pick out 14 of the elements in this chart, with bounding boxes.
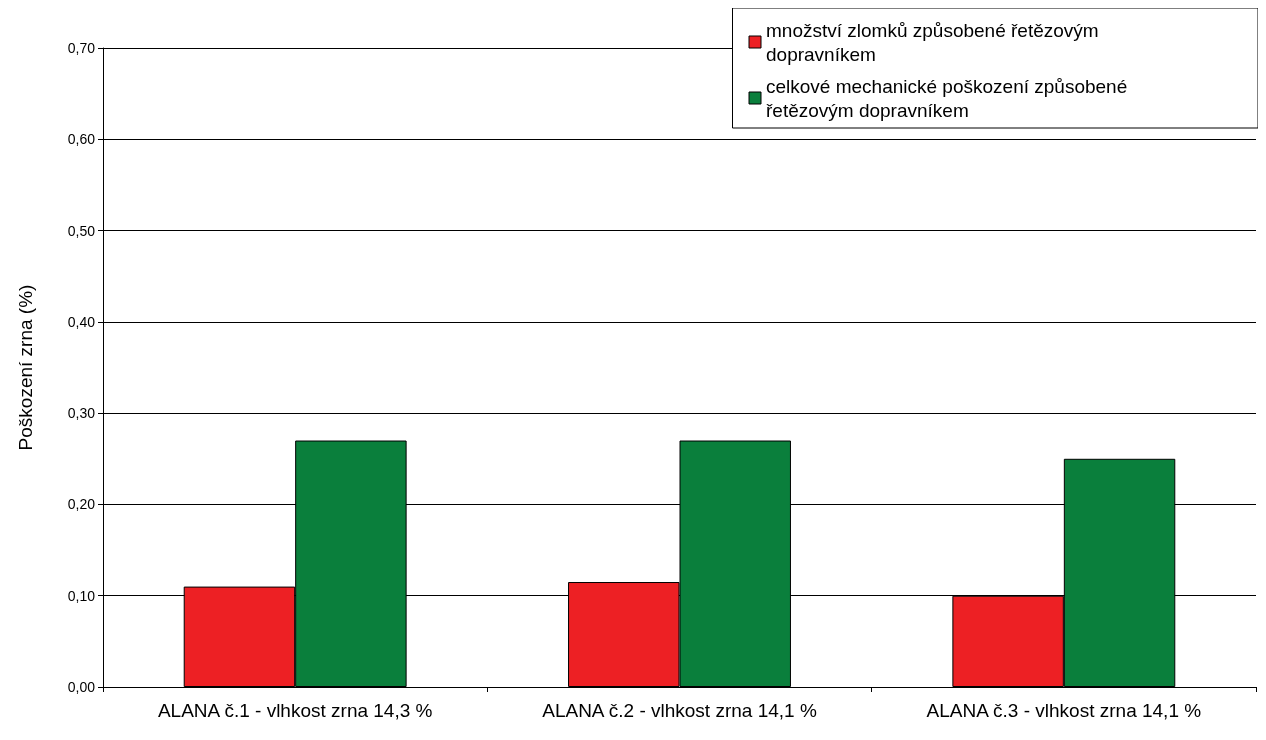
y-tick-label: 0,70 [67,40,96,56]
x-tick-label: ALANA č.3 - vlhkost zrna 14,1 % [926,700,1202,721]
y-axis-title: Poškození zrna (%) [15,284,36,451]
y-tick-label: 0,60 [67,131,96,148]
y-tick-label: 0,50 [67,222,96,239]
y-tick-label: 0,00 [67,679,96,695]
y-tick-label: 0,20 [67,496,96,513]
y-tick-label: 0,40 [67,313,96,330]
x-tick-label: ALANA č.1 - vlhkost zrna 14,3 % [157,700,433,721]
legend-label: množství zlomků způsobené řetězovým dopravníkem [766,19,1104,65]
y-tick-label: 0,10 [67,587,96,604]
x-tick-label: ALANA č.2 - vlhkost zrna 14,1 % [542,700,817,721]
y-tick-label: 0,30 [67,405,96,422]
legend-label: celkové mechanické poškození způsobené řetězovým dopravníkem [766,75,1133,121]
